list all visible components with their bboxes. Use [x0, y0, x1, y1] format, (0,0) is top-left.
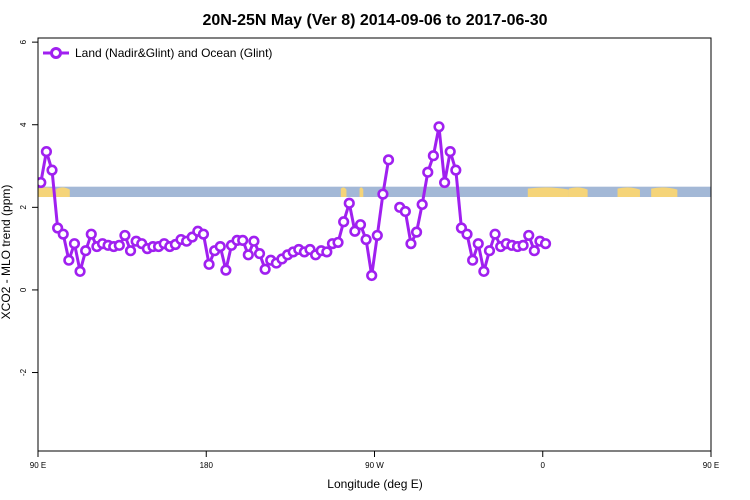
- data-point: [57, 228, 69, 240]
- data-point: [343, 197, 355, 209]
- data-point: [461, 228, 473, 240]
- data-point: [523, 229, 535, 242]
- data-point: [80, 245, 92, 257]
- data-point: [338, 216, 350, 228]
- data-point: [478, 265, 490, 277]
- data-point: [517, 239, 529, 251]
- land-ocean-band: [38, 186, 711, 198]
- x-tick-label: 90 E: [703, 461, 719, 470]
- data-point: [253, 247, 266, 260]
- y-tick-label: 6: [19, 39, 28, 44]
- data-point: [371, 229, 383, 242]
- data-point: [197, 228, 210, 240]
- data-point: [248, 235, 260, 247]
- series-line: [39, 150, 391, 277]
- land-patch: [56, 187, 70, 198]
- land-patch: [651, 187, 678, 198]
- data-point: [38, 176, 47, 189]
- data-point: [220, 264, 232, 276]
- data-point: [74, 265, 86, 277]
- data-point: [68, 238, 81, 250]
- data-point: [46, 164, 58, 176]
- data-point: [321, 246, 333, 258]
- ocean-band: [38, 186, 711, 198]
- data-point: [124, 245, 137, 257]
- land-patch: [38, 187, 57, 198]
- data-point: [489, 228, 501, 240]
- data-point: [422, 166, 434, 178]
- series-layer: [38, 121, 552, 282]
- data-point: [259, 263, 271, 275]
- data-point: [85, 228, 97, 240]
- y-axis: -2 0 2 4 6: [19, 39, 38, 376]
- data-point: [40, 145, 53, 158]
- data-point: [427, 150, 439, 162]
- data-point: [332, 236, 344, 249]
- data-point: [439, 176, 451, 189]
- land-patch: [568, 187, 588, 198]
- x-tick-label: 180: [200, 461, 214, 470]
- data-point: [399, 205, 411, 218]
- data-point: [410, 226, 423, 238]
- data-point: [539, 238, 552, 250]
- land-patch: [340, 187, 347, 198]
- y-tick-label: 4: [19, 122, 28, 127]
- data-point: [405, 238, 417, 250]
- data-point: [203, 258, 215, 270]
- legend-marker-swatch: [50, 47, 62, 59]
- x-tick-label: 90 W: [365, 461, 384, 470]
- data-point: [528, 245, 540, 257]
- data-point: [214, 240, 226, 253]
- data-point: [237, 234, 249, 246]
- data-point: [366, 269, 378, 282]
- data-point: [349, 225, 361, 237]
- x-tick-label: 90 E: [30, 461, 46, 470]
- data-point: [354, 219, 367, 231]
- y-axis-label: XCO2 - MLO trend (ppm): [0, 185, 13, 320]
- land-patch: [617, 187, 640, 198]
- data-point: [433, 121, 445, 133]
- data-point: [450, 164, 462, 176]
- data-point: [444, 145, 456, 158]
- data-point: [63, 254, 75, 266]
- data-point: [360, 233, 372, 246]
- data-point: [242, 249, 254, 261]
- data-point: [483, 245, 496, 257]
- y-tick-label: 2: [19, 205, 28, 210]
- data-point: [472, 238, 484, 250]
- legend: Land (Nadir&Glint) and Ocean (Glint): [43, 46, 272, 60]
- chart-title: 20N-25N May (Ver 8) 2014-09-06 to 2017-0…: [202, 12, 547, 29]
- data-point: [416, 198, 428, 211]
- x-axis-label: Longitude (deg E): [327, 477, 422, 491]
- land-patch: [359, 187, 364, 198]
- data-point: [467, 254, 479, 266]
- data-point: [113, 239, 125, 251]
- x-axis: 90 E 180 90 W 0 90 E: [30, 451, 719, 470]
- data-point: [382, 154, 395, 166]
- x-tick-label: 0: [541, 461, 546, 470]
- land-patch: [527, 187, 569, 198]
- data-point: [119, 229, 131, 242]
- y-tick-label: -2: [19, 368, 28, 376]
- y-tick-label: 0: [19, 287, 28, 292]
- data-point: [377, 188, 389, 200]
- legend-entry-label: Land (Nadir&Glint) and Ocean (Glint): [75, 46, 272, 60]
